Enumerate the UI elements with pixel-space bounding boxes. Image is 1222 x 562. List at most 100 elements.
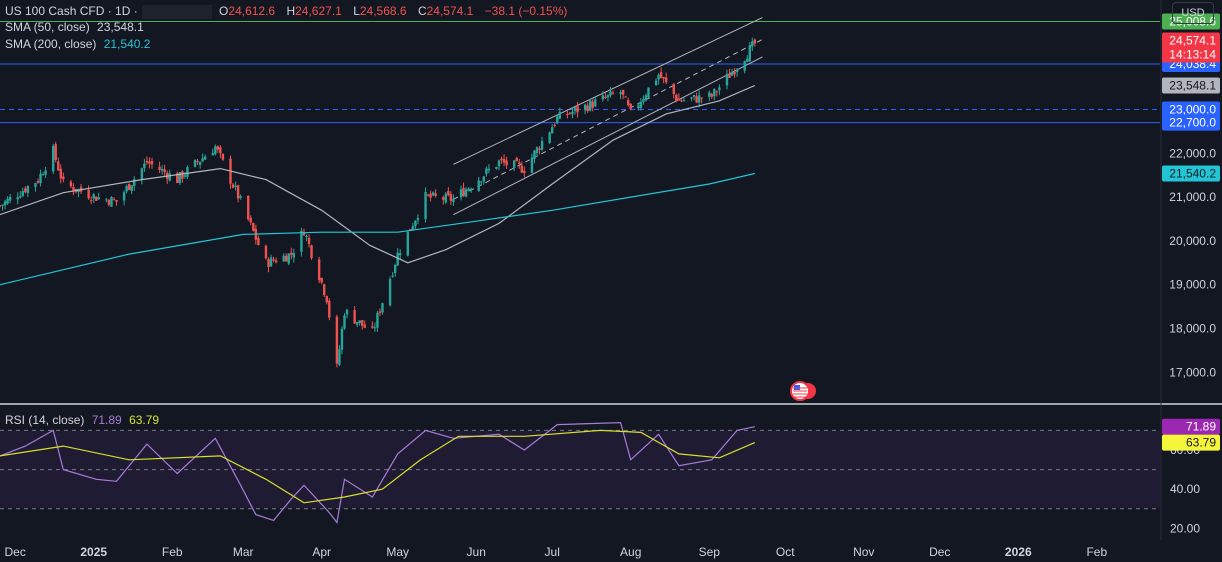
candle-body (399, 253, 402, 256)
candle-body (378, 311, 382, 314)
candle-body (497, 160, 501, 167)
candle-body (97, 197, 100, 200)
indicator-price-tag: 21,540.2 (1162, 165, 1220, 182)
candle-body (110, 197, 113, 207)
candle-body (746, 58, 749, 63)
candle-body (391, 275, 394, 277)
candle-body (715, 91, 719, 93)
candle-body (548, 132, 551, 143)
ohlc-high: H24,627.1 (286, 4, 342, 18)
candle-body (8, 196, 12, 201)
candle-body (388, 279, 392, 306)
price-tag-label: 23,548.1 (1169, 79, 1216, 93)
rsi-ma-value: 63.79 (129, 413, 160, 427)
candle-body (307, 237, 311, 244)
candle-body (576, 105, 579, 113)
candle-body (591, 101, 594, 108)
time-axis-tick: Dec (929, 545, 950, 559)
price-tag-box (1162, 165, 1220, 182)
price-tag-label: 63.79 (1186, 436, 1216, 450)
sma200-legend[interactable]: SMA (200, close) 21,540.2 (5, 37, 154, 51)
candle-body (160, 169, 164, 171)
candle-body (54, 144, 57, 161)
candle-body (145, 161, 149, 163)
price-axis-tick: 19,000.0 (1169, 278, 1216, 292)
candle-body (196, 161, 199, 163)
candle-body (89, 200, 93, 202)
candle-body (728, 73, 731, 78)
candle-body (477, 180, 480, 191)
candle-body (345, 309, 349, 315)
price-tag-label: 24,574.1 (1169, 34, 1216, 48)
redacted-box (141, 4, 212, 19)
candle-body (163, 169, 166, 173)
candle-body (34, 183, 37, 187)
candle-body (485, 168, 488, 175)
price-axis-tick: 20,000.0 (1169, 234, 1216, 248)
price-axis-tick: 22,000.0 (1169, 146, 1216, 160)
candle-body (325, 295, 328, 303)
time-axis-tick: 2026 (1005, 545, 1032, 559)
candle-body (143, 163, 146, 169)
candle-body (57, 161, 60, 171)
candle-body (690, 97, 693, 99)
currency-button[interactable]: USD (1172, 2, 1214, 24)
candle-body (588, 100, 592, 111)
candle-body (513, 160, 516, 168)
candle-body (624, 96, 627, 98)
candle-body (267, 259, 270, 268)
time-axis-tick: May (386, 545, 409, 559)
candle-body (272, 259, 275, 261)
candle-body (515, 158, 518, 162)
candle-body (657, 74, 660, 80)
candle-body (183, 175, 187, 177)
candle-body (335, 316, 339, 364)
time-axis-tick: Feb (1086, 545, 1107, 559)
candle-body (274, 260, 278, 263)
candle-body (396, 252, 399, 266)
candle-body (193, 159, 197, 167)
candle-body (87, 190, 90, 199)
candle-body (363, 324, 366, 328)
candle-body (127, 183, 131, 190)
candle-body (469, 188, 473, 191)
candle-body (300, 230, 303, 252)
candle-body (122, 192, 126, 201)
candle-body (442, 197, 445, 200)
symbol-title: US 100 Cash CFD · 1D · (5, 4, 138, 18)
candle-body (72, 186, 75, 192)
candle-body (393, 264, 397, 274)
candle-body (743, 61, 746, 71)
price-axis-tick: 18,000.0 (1169, 322, 1216, 336)
candle-body (642, 98, 645, 102)
rsi-legend[interactable]: RSI (14, close) 71.89 63.79 (5, 413, 163, 427)
candle-body (571, 111, 574, 115)
price-tag-box (1162, 101, 1220, 118)
time-axis-tick: Apr (312, 545, 331, 559)
rsi-axis-tick: 40.00 (1170, 482, 1200, 496)
candle-body (594, 99, 597, 107)
candle-body (285, 255, 288, 262)
candle-body (495, 167, 498, 169)
symbol-legend[interactable]: US 100 Cash CFD · 1D · O24,612.6 H24,627… (5, 4, 571, 19)
time-axis-tick: Jun (467, 545, 486, 559)
candle-body (659, 72, 663, 79)
candle-body (535, 147, 539, 154)
candle-body (112, 199, 116, 201)
candle-body (376, 312, 379, 328)
sma50-legend[interactable]: SMA (50, close) 23,548.1 (5, 20, 148, 34)
candle-body (328, 300, 331, 318)
candle-body (449, 194, 453, 201)
candle-body (487, 168, 491, 171)
candle-body (629, 103, 632, 109)
level-price-tag: 23,000.0 (1162, 101, 1220, 118)
candle-body (358, 320, 361, 324)
candle-body (252, 222, 255, 231)
candle-body (6, 198, 9, 204)
candle-body (130, 185, 133, 191)
candle-body (482, 176, 486, 182)
candle-body (0, 205, 2, 207)
candle-body (502, 158, 506, 163)
